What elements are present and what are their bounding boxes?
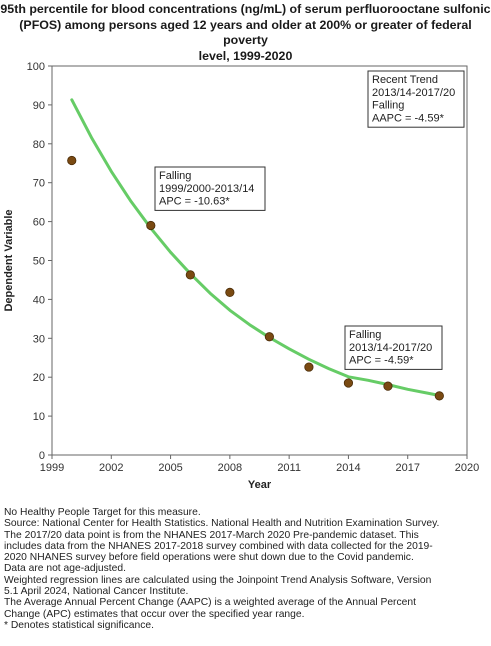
data-point	[304, 362, 314, 372]
data-point	[264, 332, 274, 342]
data-point	[343, 378, 354, 388]
data-point	[434, 391, 444, 401]
footnote-line: includes data from the NHANES 2017-2018 …	[4, 540, 433, 552]
footnote-line: 5.1 April 2024, National Cancer Institut…	[4, 586, 189, 598]
data-points-layer	[67, 155, 444, 401]
plot-area	[51, 65, 468, 456]
y-tick-label: 80	[33, 139, 45, 151]
chart-title-line: 95th percentile for blood concentrations…	[0, 2, 491, 16]
annotation-text: 2013/14-2017/20	[372, 87, 455, 99]
x-tick-label: 2005	[158, 462, 182, 474]
annotation-text: Falling	[159, 170, 191, 182]
footnotes: No Healthy People Target for this measur…	[4, 507, 489, 631]
footnote-line: No Healthy People Target for this measur…	[4, 507, 201, 518]
y-tick-label: 0	[39, 450, 45, 462]
y-tick-label: 50	[33, 256, 45, 268]
data-point	[67, 155, 77, 166]
x-tick-label: 2002	[99, 462, 123, 474]
y-tick-label: 70	[33, 178, 45, 190]
footnote-line: Change (APC) estimates that occur over t…	[4, 608, 305, 620]
y-tick-label: 20	[33, 372, 45, 384]
annotation-text: APC = -4.59*	[349, 355, 414, 367]
footnote-line: Source: National Center for Health Stati…	[4, 518, 440, 530]
annotation-text: 2013/14-2017/20	[349, 342, 432, 354]
annotation-text: Falling	[372, 100, 404, 112]
data-point	[185, 270, 195, 280]
chart-title: 95th percentile for blood concentrations…	[0, 2, 491, 64]
y-tick-label: 100	[27, 61, 45, 73]
annotation-text: Falling	[349, 329, 381, 341]
x-tick-label: 1999	[40, 462, 64, 474]
y-tick-label: 40	[33, 294, 45, 306]
x-tick-label: 2014	[336, 462, 360, 474]
x-axis-label: Year	[248, 479, 272, 491]
y-tick-label: 10	[33, 411, 45, 423]
annotation-text: 1999/2000-2013/14	[159, 183, 254, 195]
annotation-box	[367, 70, 465, 128]
y-axis-label: Dependent Variable	[3, 209, 15, 311]
data-point	[146, 220, 156, 231]
x-tick-label: 2011	[277, 462, 301, 474]
x-tick-label: 2020	[455, 462, 479, 474]
chart-title-line: level, 1999-2020	[198, 48, 293, 63]
footnote-line: The 2017/20 data point is from the NHANE…	[4, 529, 419, 541]
chart-title-line: (PFOS) among persons aged 12 years and o…	[19, 17, 472, 48]
footnote-line: The Average Annual Percent Change (AAPC)…	[4, 597, 416, 609]
annotation-box	[344, 325, 443, 370]
annotation-text: AAPC = -4.59*	[372, 112, 445, 124]
data-point	[383, 381, 393, 391]
footnote-line: Data are not age-adjusted.	[4, 563, 126, 575]
data-point	[225, 287, 235, 297]
annotation-text: APC = -10.63*	[159, 196, 230, 208]
x-axis-ticks: 1999 2002 2005 2008 2011 2014 2017 2020	[40, 455, 479, 474]
y-axis-ticks: 0 10 20 30 40 50 60 70 80 90 100	[27, 61, 52, 462]
footnote-line: 2020 NHANES survey before field operatio…	[4, 552, 414, 564]
x-tick-label: 2008	[218, 462, 242, 474]
footnote-line: * Denotes statistical significance.	[4, 619, 154, 631]
y-tick-label: 90	[33, 100, 45, 112]
footnote-line: Weighted regression lines are calculated…	[4, 574, 432, 586]
y-tick-label: 60	[33, 217, 45, 229]
annotation-box	[154, 166, 266, 211]
y-tick-label: 30	[33, 333, 45, 345]
chart-canvas: 0 10 20 30 40 50 60 70 80 90 100 1999 2002 2005 2008 2…	[3, 61, 479, 491]
annotation-text: Recent Trend	[372, 74, 438, 86]
x-tick-label: 2017	[395, 462, 419, 474]
